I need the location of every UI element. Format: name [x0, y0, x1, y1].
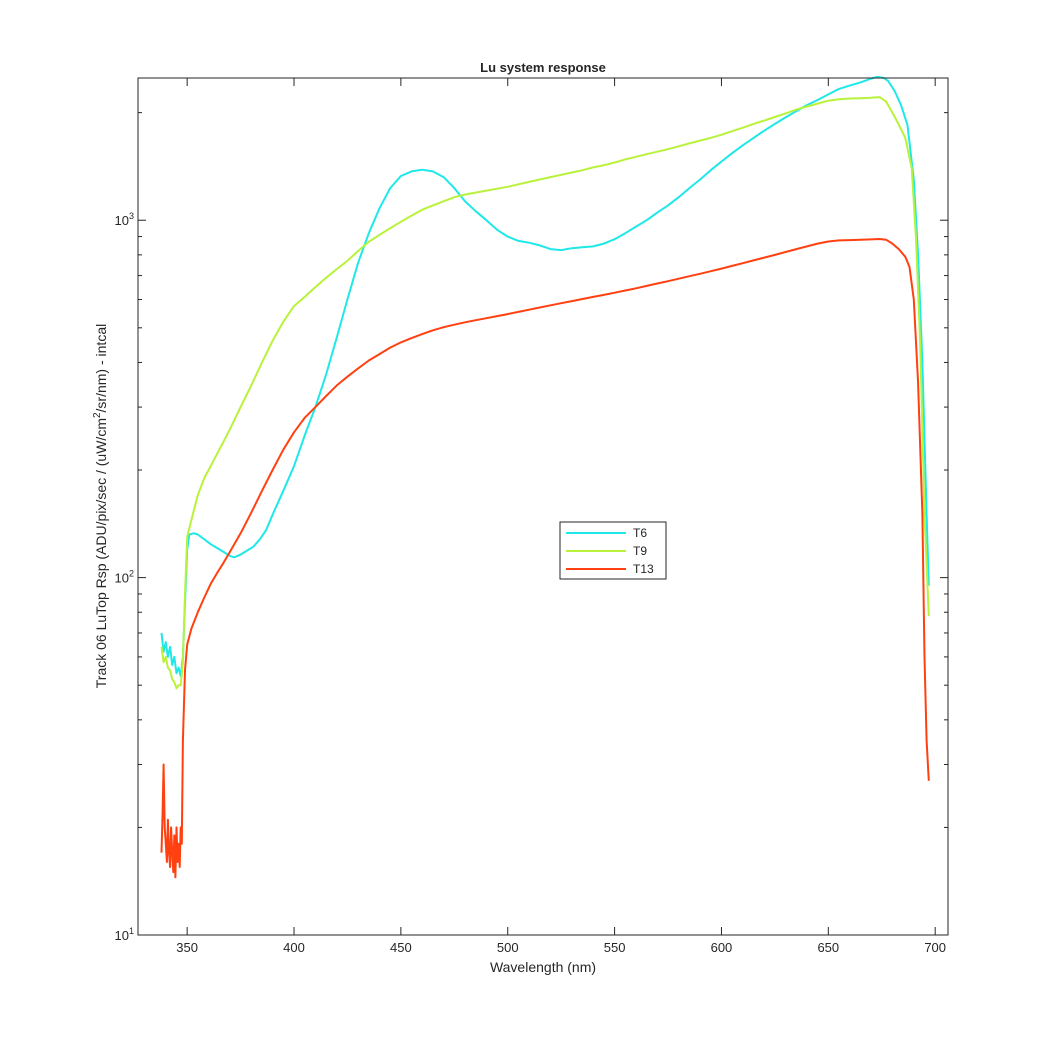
x-tick-label: 550: [604, 940, 626, 955]
series-line-t13: [160, 238, 930, 879]
legend-label-t13: T13: [633, 562, 654, 576]
legend-label-t6: T6: [633, 526, 647, 540]
y-axis-label-superscript: 2: [92, 412, 103, 418]
series-layer: [160, 75, 930, 879]
y-tick-label-exponent: 1: [129, 926, 134, 936]
y-tick-label-base: 10: [115, 571, 129, 586]
y-axis-label-part-1: Track 06 LuTop Rsp (ADU/pix/sec / (uW/cm: [93, 418, 109, 688]
y-tick-label: 102: [115, 569, 134, 586]
x-axis-label: Wavelength (nm): [490, 959, 596, 975]
plot-area: [138, 78, 948, 935]
legend: T6 T9 T13: [559, 521, 667, 580]
x-tick-label: 600: [711, 940, 733, 955]
y-tick-label-exponent: 3: [129, 211, 134, 221]
chart-title: Lu system response: [480, 60, 606, 75]
x-tick-label: 350: [176, 940, 198, 955]
y-tick-label-base: 10: [115, 928, 129, 943]
x-tick-label: 400: [283, 940, 305, 955]
y-axis-label-part-2: /sr/nm) - intcal: [93, 324, 109, 413]
x-tick-label: 500: [497, 940, 519, 955]
legend-label-t9: T9: [633, 544, 647, 558]
series-line-t9: [160, 96, 930, 690]
y-tick-label: 103: [115, 211, 134, 228]
x-tick-label: 650: [817, 940, 839, 955]
x-tick-label: 700: [924, 940, 946, 955]
y-axis-label: Track 06 LuTop Rsp (ADU/pix/sec / (uW/cm…: [92, 324, 109, 688]
series-line-t6: [160, 75, 930, 678]
y-tick-label-base: 10: [115, 213, 129, 228]
plot-frame: [137, 77, 949, 936]
y-tick-label-exponent: 2: [129, 569, 134, 579]
y-tick-label: 101: [115, 926, 134, 943]
x-tick-label: 450: [390, 940, 412, 955]
